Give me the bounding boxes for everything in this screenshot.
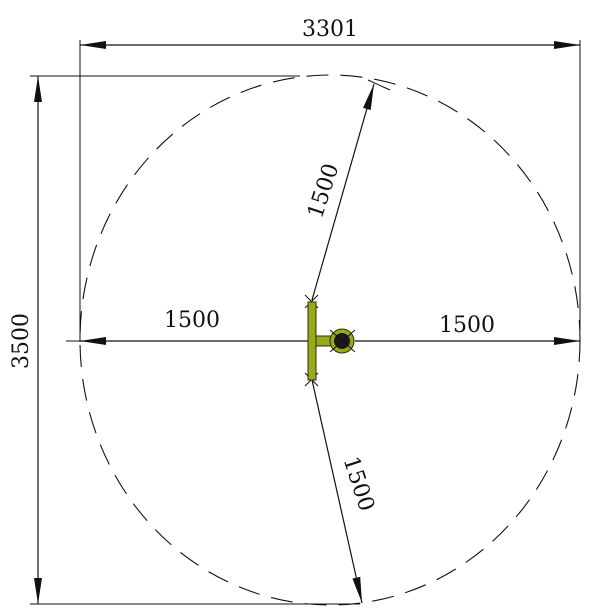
radius-line-upper: [311, 83, 375, 301]
vertical-post: [307, 301, 317, 381]
height-dimension-label: 3500: [9, 313, 34, 369]
radius-label-left: 1500: [164, 308, 220, 333]
safety-zone-circle: [79, 74, 581, 606]
radius-line-lower: [311, 379, 363, 604]
radius-label-right: 1500: [439, 313, 495, 338]
width-dimension-label: 3301: [302, 17, 358, 42]
radius-label-lower: 1500: [338, 453, 379, 514]
ball-cross-b: [329, 329, 356, 353]
equipment-top-view: [307, 301, 356, 381]
radius-label-upper: 1500: [303, 160, 344, 221]
radius-tick-upper: [367, 79, 391, 91]
